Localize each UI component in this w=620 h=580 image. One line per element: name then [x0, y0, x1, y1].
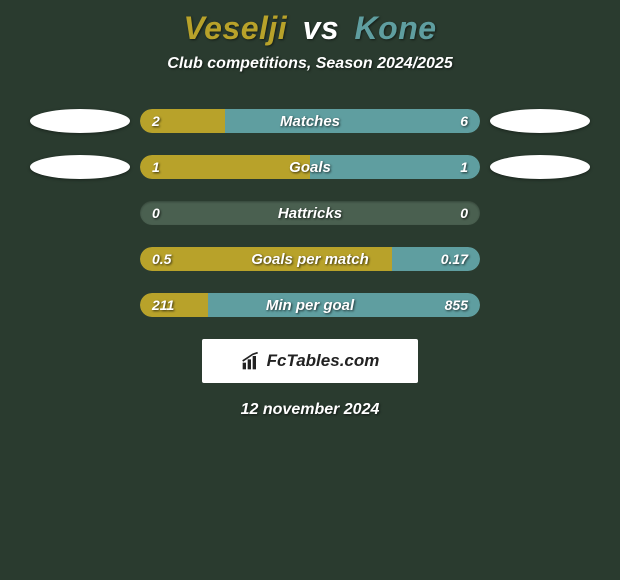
avatar-slot-right: [480, 155, 600, 179]
stat-bar-left: [140, 293, 208, 317]
avatar-slot-left: [20, 155, 140, 179]
stat-bar-left: [140, 109, 225, 133]
player2-avatar: [490, 109, 590, 133]
stat-bar: Goals per match0.50.17: [140, 247, 480, 271]
player2-name: Kone: [355, 10, 437, 46]
stat-bar-right: [225, 109, 480, 133]
stat-row: Hattricks0 0: [0, 201, 620, 225]
stats-rows: Matches26 Goals11 Hattricks0 0 Goals per mat…: [0, 109, 620, 317]
player2-avatar: [490, 155, 590, 179]
stat-value-right: 0: [460, 201, 468, 225]
player1-avatar: [30, 109, 130, 133]
stat-bar: Min per goal211855: [140, 293, 480, 317]
stat-row: Goals per match0.50.17: [0, 247, 620, 271]
stat-bar-right: [310, 155, 480, 179]
date-label: 12 november 2024: [0, 401, 620, 419]
stat-row: Goals11: [0, 155, 620, 179]
comparison-card: Veselji vs Kone Club competitions, Seaso…: [0, 0, 620, 419]
avatar-slot-left: [20, 109, 140, 133]
player1-avatar: [30, 155, 130, 179]
stat-bar: Matches26: [140, 109, 480, 133]
stat-bar-left: [140, 155, 310, 179]
stat-bar: Hattricks0 0: [140, 201, 480, 225]
stat-row: Matches26: [0, 109, 620, 133]
stat-value-left: 0: [152, 201, 160, 225]
stat-bar: Goals11: [140, 155, 480, 179]
page-title: Veselji vs Kone: [0, 10, 620, 47]
subtitle: Club competitions, Season 2024/2025: [0, 55, 620, 73]
player1-name: Veselji: [183, 10, 287, 46]
stat-bar-right: [392, 247, 480, 271]
stat-bar-right: [208, 293, 480, 317]
stat-bar-left: [140, 247, 392, 271]
stat-row: Min per goal211855: [0, 293, 620, 317]
avatar-slot-right: [480, 109, 600, 133]
brand-box: FcTables.com: [202, 339, 418, 383]
bar-chart-icon: [241, 351, 261, 371]
vs-label: vs: [303, 10, 340, 46]
stat-label: Hattricks: [140, 201, 480, 225]
brand-text: FcTables.com: [267, 351, 380, 371]
